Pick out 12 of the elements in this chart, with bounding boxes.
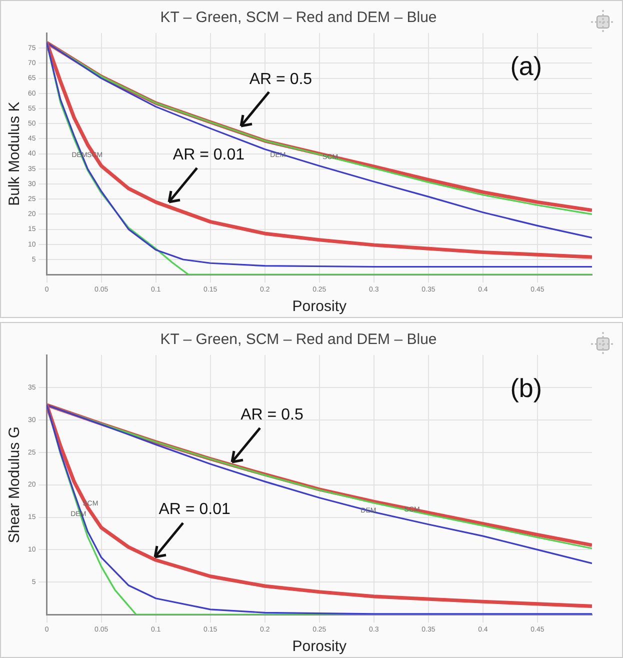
- annotation: AR = 0.01: [172, 146, 245, 164]
- annotation: AR = 0.01: [158, 501, 230, 518]
- annotation: (b): [510, 373, 542, 404]
- chart-title: KT – Green, SCM – Red and DEM – Blue: [160, 331, 437, 348]
- x-axis-title: Porosity: [292, 638, 347, 656]
- y-axis-title: Bulk Modulus K: [6, 102, 24, 206]
- annotation: AR = 0.5: [249, 70, 312, 88]
- y-axis-title: Shear Modulus G: [6, 426, 24, 544]
- annotation: (a): [510, 51, 542, 82]
- chart-title: KT – Green, SCM – Red and DEM – Blue: [160, 9, 437, 26]
- x-axis-title: Porosity: [292, 298, 347, 316]
- annotation: AR = 0.5: [240, 406, 304, 424]
